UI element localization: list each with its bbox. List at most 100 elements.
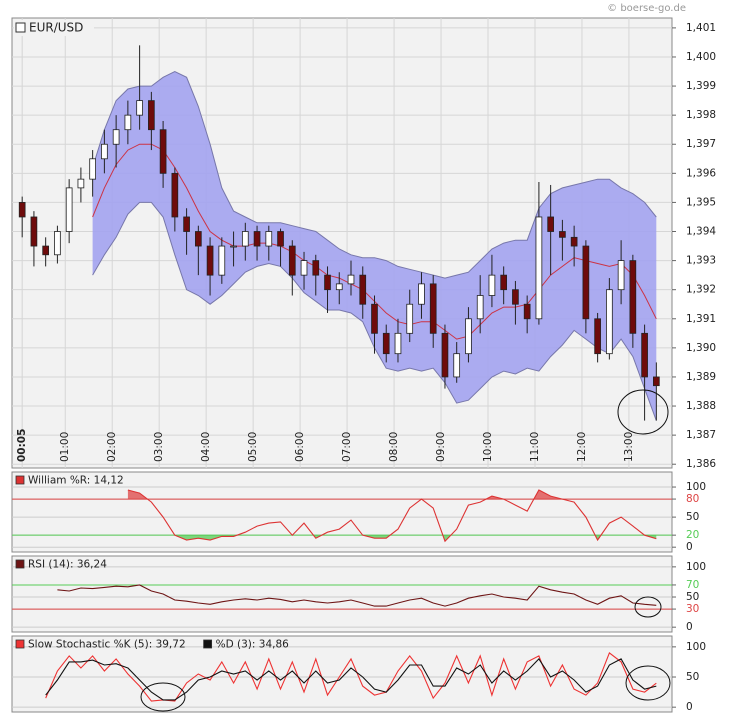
x-tick-label: 06:00	[294, 432, 306, 462]
source: © boerse-go.de	[607, 3, 686, 14]
y-tick-label: 1,386	[686, 458, 716, 470]
candle-body	[523, 303, 531, 320]
y-tick-label: 1,401	[686, 22, 716, 34]
candle-body	[312, 260, 320, 276]
y-tick-label: 100	[686, 561, 706, 573]
legend-label: RSI (14): 36,24	[28, 559, 107, 571]
candle-body	[547, 216, 554, 232]
candle-body	[206, 245, 214, 276]
y-tick-label: 1,398	[686, 109, 716, 121]
candle-body	[406, 303, 414, 334]
candle-body	[159, 129, 167, 174]
band-area	[92, 71, 657, 421]
candle-body	[371, 303, 378, 334]
indicator-line	[57, 584, 657, 607]
y-tick-label: 1,399	[686, 80, 716, 92]
candle-body	[89, 158, 96, 180]
candle-body	[194, 231, 202, 247]
candle-body	[324, 274, 331, 291]
candle-body	[512, 289, 519, 305]
candle-body	[253, 231, 261, 247]
indicator-line	[127, 489, 657, 543]
plot-area	[11, 635, 673, 713]
plot-area	[11, 471, 673, 553]
x-tick-label: 09:00	[435, 432, 447, 462]
legend-swatch	[15, 639, 25, 649]
candle-body	[347, 274, 355, 285]
candle-body	[230, 245, 237, 248]
candle-body	[42, 245, 50, 256]
x-tick-label: 11:00	[529, 432, 541, 462]
legend-swatch	[203, 639, 213, 649]
candle-body	[18, 202, 26, 218]
y-tick-label: 0	[686, 621, 693, 633]
y-tick-label: 70	[686, 579, 699, 591]
y-tick-label: 1,396	[686, 167, 716, 179]
legend-swatch	[15, 475, 25, 485]
candle-body	[559, 231, 566, 238]
y-tick-label: 1,387	[686, 429, 716, 441]
candle-body	[101, 143, 108, 160]
candle-body	[453, 353, 461, 378]
x-tick-label: 01:00	[59, 432, 71, 462]
candle-body	[265, 231, 273, 247]
legend-swatch	[15, 22, 26, 33]
candle-body	[183, 216, 190, 232]
x-tick-label: 07:00	[341, 432, 353, 462]
y-tick-label: 100	[686, 481, 706, 493]
y-tick-label: 30	[686, 603, 699, 615]
legend-swatch	[15, 559, 25, 569]
y-tick-label: 1,393	[686, 255, 716, 267]
candle-body	[77, 178, 85, 189]
y-tick-label: 1,392	[686, 284, 716, 296]
x-tick-label: 05:00	[247, 432, 259, 462]
y-tick-label: 50	[686, 591, 699, 603]
candle-body	[488, 274, 496, 296]
candle-body	[441, 332, 449, 378]
y-tick-label: 1,390	[686, 342, 716, 354]
y-tick-label: 1,391	[686, 313, 716, 325]
candle-body	[418, 283, 425, 305]
y-tick-label: 80	[686, 493, 699, 505]
y-tick-label: 50	[686, 511, 699, 523]
y-tick-label: 20	[686, 529, 699, 541]
candle-body	[218, 245, 226, 276]
candle-body	[30, 216, 38, 247]
candle-body	[335, 283, 343, 291]
candle-body	[394, 332, 402, 355]
candle-body	[641, 332, 648, 378]
indicator-line	[45, 658, 657, 701]
highlight-ellipse	[140, 682, 186, 712]
candle-body	[112, 129, 120, 145]
y-tick-label: 50	[686, 671, 699, 683]
candle-body	[535, 216, 543, 320]
candle-body	[171, 172, 179, 218]
candle-body	[429, 283, 437, 334]
candle-body	[606, 289, 613, 355]
legend-label: EUR/USD	[29, 21, 83, 35]
candle-body	[594, 318, 601, 355]
candle-body	[382, 332, 390, 355]
candle-body	[300, 260, 308, 276]
x-tick-label: 02:00	[106, 432, 118, 462]
x-tick-label: 04:00	[200, 432, 212, 462]
candle-body	[570, 236, 578, 247]
candle-body	[476, 295, 484, 320]
x-tick-label: 03:00	[153, 432, 165, 462]
x-tick-label: 13:00	[623, 432, 635, 462]
candle-body	[241, 231, 249, 247]
band-upper	[92, 70, 657, 279]
x-tick-label: 10:00	[482, 432, 494, 462]
legend-box	[14, 20, 94, 36]
candle-body	[136, 100, 143, 116]
y-tick-label: 1,395	[686, 196, 716, 208]
candle-body	[65, 187, 73, 232]
legend-label: William %R: 14,12	[28, 475, 124, 487]
candle-body	[288, 245, 296, 276]
y-tick-label: 1,400	[686, 51, 716, 63]
y-tick-label: 1,397	[686, 138, 716, 150]
highlight-ellipse	[625, 665, 671, 701]
candle-body	[54, 231, 61, 256]
threshold-fill	[127, 535, 657, 542]
